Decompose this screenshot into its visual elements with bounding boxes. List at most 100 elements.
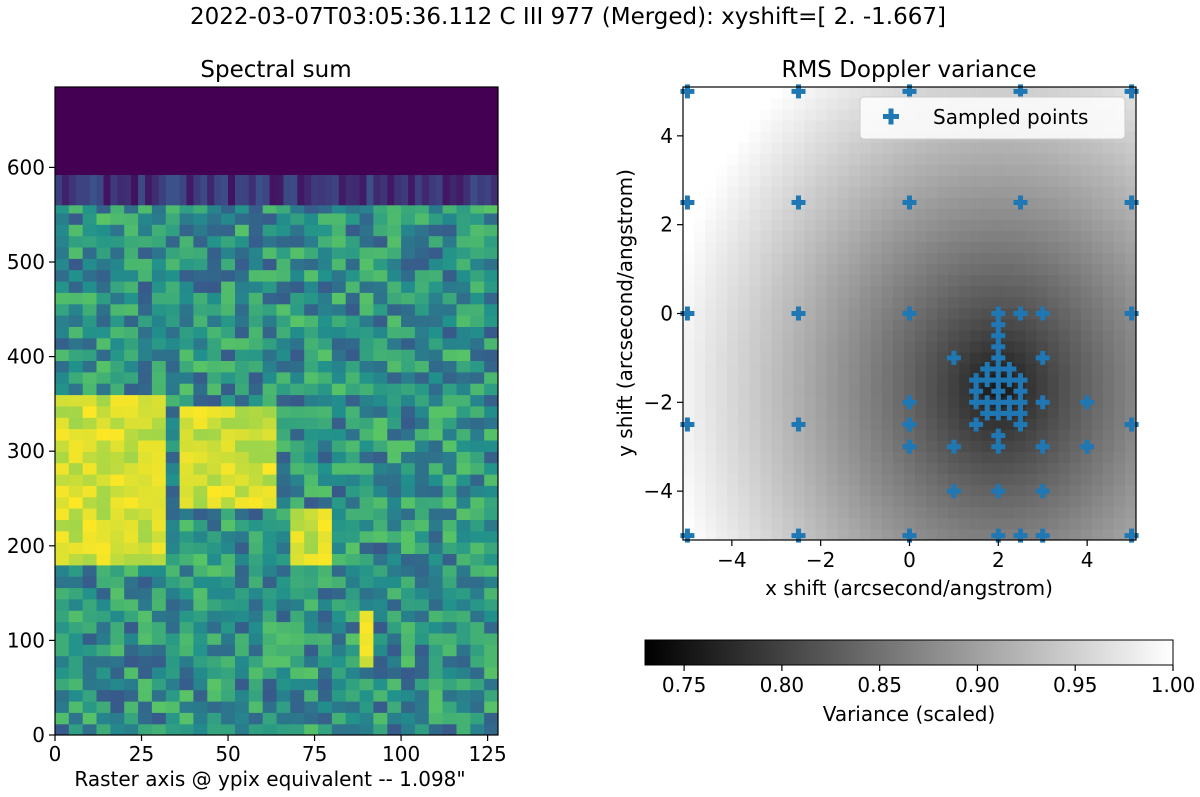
sampled-point-plus-icon (1124, 528, 1139, 543)
sampled-point-plus-icon (946, 484, 961, 499)
sampled-point-plus-icon (791, 528, 806, 543)
sampled-point-plus-icon (991, 373, 1006, 388)
sampled-point-plus-icon (1013, 406, 1028, 421)
doppler-ytick-label: 4 (660, 124, 673, 148)
sampled-point-plus-icon (902, 439, 917, 454)
sampled-point-plus-icon (991, 306, 1006, 321)
sampled-point-plus-icon (1013, 528, 1028, 543)
sampled-point-plus-icon (946, 439, 961, 454)
doppler-variance-panel: RMS Doppler variance −4 −2 0 2 4 −4 −2 0 2 4 x sh… (613, 57, 1195, 726)
sampled-point-plus-icon (991, 339, 1006, 354)
sampled-point-plus-icon (1013, 306, 1028, 321)
sampled-point-plus-icon (902, 84, 917, 99)
sampled-point-plus-icon (1002, 395, 1017, 410)
sampled-point-plus-icon (991, 406, 1006, 421)
sampled-point-plus-icon (969, 395, 984, 410)
colorbar-tick-label: 0.90 (955, 673, 1000, 697)
sampled-point-plus-icon (680, 195, 695, 210)
doppler-ytick-label: −4 (644, 479, 673, 503)
sampled-point-plus-icon (902, 417, 917, 432)
sampled-point-plus-icon (991, 395, 1006, 410)
doppler-variance-ylabel: y shift (arcsecond/angstrom) (613, 169, 637, 457)
sampled-point-plus-icon (980, 406, 995, 421)
sampled-point-plus-icon (1124, 84, 1139, 99)
spectral-sum-xtick-label: 25 (129, 742, 154, 766)
sampled-point-plus-icon (991, 428, 1006, 443)
sampled-point-plus-icon (969, 373, 984, 388)
sampled-point-plus-icon (1035, 395, 1050, 410)
sampled-point-plus-icon (791, 84, 806, 99)
doppler-variance-xlabel: x shift (arcsecond/angstrom) (765, 576, 1053, 600)
sampled-point-plus-icon (991, 328, 1006, 343)
sampled-point-plus-icon (902, 528, 917, 543)
colorbar: 0.75 0.80 0.85 0.90 0.95 1.00 Variance (scale… (644, 639, 1196, 726)
sampled-point-plus-icon (1002, 373, 1017, 388)
sampled-point-plus-icon (1013, 384, 1028, 399)
sampled-point-plus-icon (991, 384, 1006, 399)
sampled-point-plus-icon (1035, 350, 1050, 365)
sampled-point-plus-icon (1124, 306, 1139, 321)
doppler-variance-title: RMS Doppler variance (781, 57, 1036, 83)
spectral-sum-xtick-label: 125 (469, 742, 507, 766)
colorbar-tick-label: 1.00 (1151, 673, 1196, 697)
spectral-sum-xtick-label: 100 (382, 742, 420, 766)
sampled-point-plus-icon (1035, 528, 1050, 543)
doppler-variance-image (683, 87, 1136, 540)
spectral-sum-frame (54, 86, 499, 736)
spectral-sum-xtick-label: 50 (215, 742, 240, 766)
spectral-sum-title: Spectral sum (200, 57, 351, 83)
sampled-point-plus-icon (991, 484, 1006, 499)
colorbar-tick-label: 0.80 (760, 673, 805, 697)
spectral-sum-ytick-label: 300 (7, 439, 45, 463)
sampled-point-plus-icon (1080, 439, 1095, 454)
doppler-ytick-label: 2 (660, 213, 673, 237)
sampled-point-plus-icon (902, 306, 917, 321)
spectral-sum-xtick-label: 0 (49, 742, 62, 766)
colorbar-tick-label: 0.85 (857, 673, 902, 697)
sampled-point-plus-icon (980, 395, 995, 410)
spectral-sum-ytick-label: 200 (7, 534, 45, 558)
sampled-point-plus-icon (991, 350, 1006, 365)
sampled-point-plus-icon (1013, 417, 1028, 432)
sampled-point-plus-icon (680, 417, 695, 432)
sampled-point-plus-icon (1124, 417, 1139, 432)
sampled-point-plus-icon (1124, 195, 1139, 210)
sampled-point-plus-icon (1013, 395, 1028, 410)
sampled-point-plus-icon (1035, 484, 1050, 499)
colorbar-gradient (644, 639, 1174, 666)
sampled-point-plus-icon (946, 350, 961, 365)
sampled-point-plus-icon (1013, 84, 1028, 99)
legend-marker-plus-icon (883, 108, 899, 125)
spectral-sum-ytick-label: 400 (7, 345, 45, 369)
doppler-xtick-label: 2 (992, 548, 1005, 572)
sampled-point-plus-icon (980, 362, 995, 376)
sampled-point-plus-icon (991, 528, 1006, 543)
spectral-sum-xlabel: Raster axis @ ypix equivalent -- 1.098" (74, 767, 465, 791)
sampled-point-plus-icon (902, 195, 917, 210)
spectral-sum-ytick-label: 0 (32, 723, 45, 747)
sampled-point-plus-icon (991, 362, 1006, 376)
figure-suptitle: 2022-03-07T03:05:36.112 C III 977 (Merge… (190, 4, 946, 30)
doppler-xtick-label: 4 (1081, 548, 1094, 572)
sampled-point-plus-icon (791, 417, 806, 432)
colorbar-label: Variance (scaled) (823, 702, 996, 726)
sampled-point-plus-icon (680, 528, 695, 543)
legend: Sampled points (859, 96, 1126, 140)
legend-label: Sampled points (933, 105, 1088, 129)
sampled-point-plus-icon (969, 384, 984, 399)
sampled-point-plus-icon (1035, 306, 1050, 321)
sampled-point-plus-icon (791, 195, 806, 210)
sampled-point-plus-icon (1080, 395, 1095, 410)
sampled-point-plus-icon (980, 373, 995, 388)
sampled-point-plus-icon (902, 395, 917, 410)
sampled-point-plus-icon (991, 317, 1006, 332)
colorbar-tick-label: 0.95 (1053, 673, 1098, 697)
colorbar-tick-label: 0.75 (662, 673, 707, 697)
spectral-sum-ytick-label: 100 (7, 628, 45, 652)
sampled-point-plus-icon (1013, 195, 1028, 210)
sampled-point-plus-icon (1002, 406, 1017, 421)
doppler-xtick-label: −2 (806, 548, 835, 572)
sampled-point-plus-icon (680, 84, 695, 99)
spectral-sum-image (55, 87, 498, 735)
